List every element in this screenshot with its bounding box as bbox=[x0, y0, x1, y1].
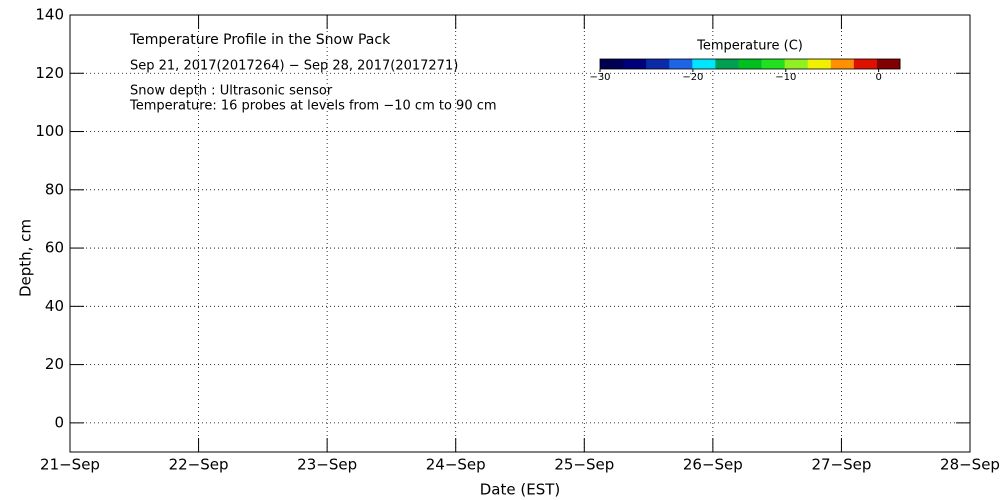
colorbar-segment bbox=[623, 59, 647, 69]
colorbar-segment bbox=[669, 59, 693, 69]
colorbar-segment bbox=[761, 59, 786, 69]
colorbar-segment bbox=[738, 59, 763, 69]
colorbar-segment bbox=[646, 59, 670, 69]
colorbar-title: Temperature (C) bbox=[696, 39, 803, 54]
chart-subtitle: Sep 21, 2017(2017264) − Sep 28, 2017(201… bbox=[130, 59, 458, 74]
y-tick-label: 100 bbox=[35, 122, 64, 140]
colorbar-tick-label: −30 bbox=[589, 72, 610, 83]
colorbar-segment bbox=[600, 59, 624, 69]
x-tick-label: 26−Sep bbox=[683, 456, 743, 474]
y-tick-label: 40 bbox=[45, 297, 64, 315]
x-tick-label: 27−Sep bbox=[811, 456, 871, 474]
colorbar-tick-label: −10 bbox=[775, 72, 796, 83]
plot-frame bbox=[69, 14, 971, 453]
y-tick-label: 60 bbox=[45, 239, 64, 257]
x-tick-label: 25−Sep bbox=[554, 456, 614, 474]
y-axis-label: Depth, cm bbox=[17, 219, 35, 297]
y-tick-label: 120 bbox=[35, 64, 64, 82]
x-tick-label: 28−Sep bbox=[940, 456, 1000, 474]
x-axis-label: Date (EST) bbox=[480, 481, 561, 499]
colorbar-tick-label: 0 bbox=[875, 72, 881, 83]
x-tick-label: 23−Sep bbox=[297, 456, 357, 474]
colorbar-segment bbox=[807, 59, 832, 69]
colorbar-segment bbox=[784, 59, 809, 69]
colorbar-segment bbox=[830, 59, 855, 69]
annotation: Snow depth : Ultrasonic sensor bbox=[130, 84, 333, 99]
y-tick-label: 80 bbox=[45, 180, 64, 198]
y-tick-label: 20 bbox=[45, 355, 64, 373]
x-tick-label: 24−Sep bbox=[426, 456, 486, 474]
colorbar-segment bbox=[715, 59, 739, 69]
chart-title: Temperature Profile in the Snow Pack bbox=[129, 32, 391, 48]
annotation: Temperature: 16 probes at levels from −1… bbox=[129, 99, 497, 114]
colorbar-segment bbox=[853, 59, 878, 69]
colorbar-segment bbox=[876, 59, 901, 69]
colorbar-segment bbox=[692, 59, 716, 69]
colorbar-tick-label: −20 bbox=[682, 72, 703, 83]
x-tick-label: 21−Sep bbox=[40, 456, 100, 474]
x-tick-label: 22−Sep bbox=[169, 456, 229, 474]
colorbar-frame bbox=[599, 58, 901, 70]
y-tick-label: 140 bbox=[35, 6, 64, 24]
y-tick-label: 0 bbox=[54, 413, 64, 431]
